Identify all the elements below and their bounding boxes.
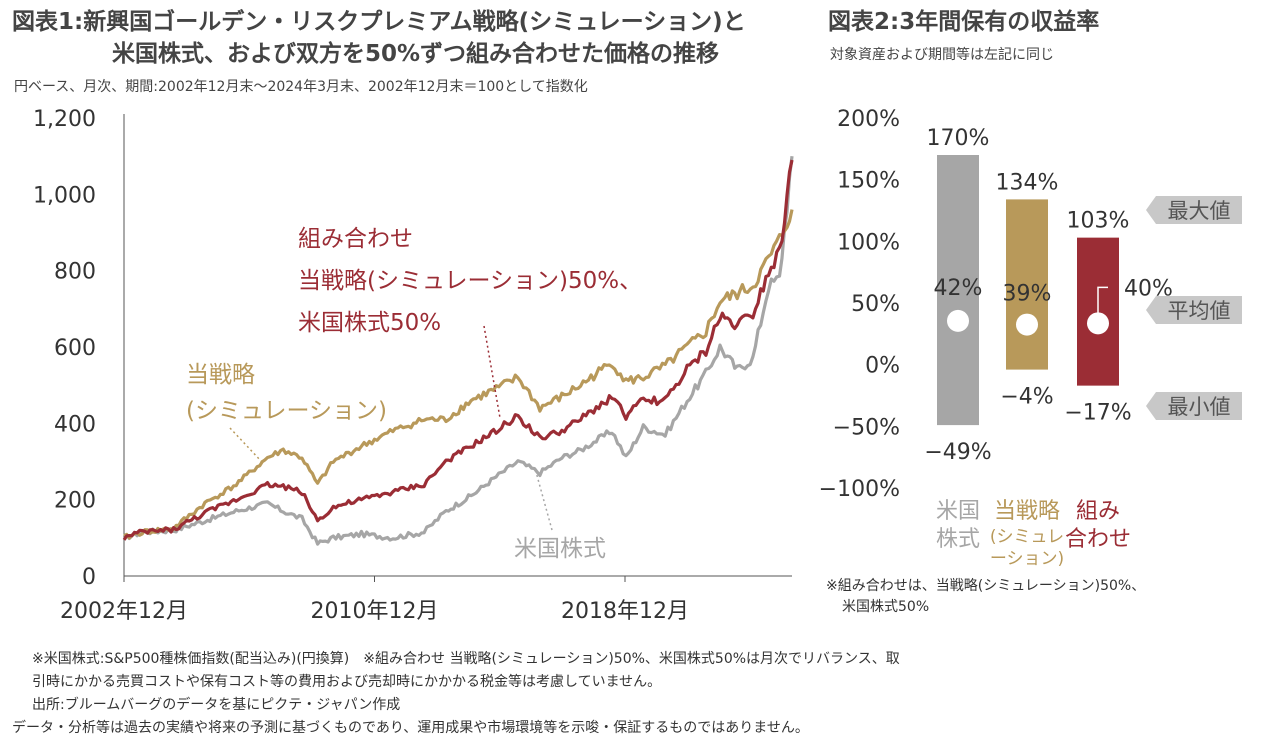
bar-chart: −100% −50% 0% 50% 100% 150% 200% 170% −49% 134% −4… (819, 107, 1242, 569)
category-label: ーション) (990, 549, 1064, 569)
y-tick-label: 600 (54, 336, 96, 361)
y-tick-label: −50% (833, 415, 900, 440)
marker-tag (1146, 296, 1242, 324)
marker-tag-label: 平均値 (1168, 299, 1231, 323)
min-value-label: −4% (1000, 385, 1053, 410)
annotation-combo: 米国株式50% (298, 310, 441, 336)
figure2-footnote-line: 米国株式50% (842, 599, 930, 615)
figure2-footnote: ※組み合わせは、当戦略(シミュレーション)50%、 米国株式50% (826, 576, 1145, 618)
leader-strategy (229, 427, 263, 463)
range-bar (937, 155, 979, 426)
range-bar (1006, 199, 1048, 370)
marker-tag-label: 最小値 (1168, 395, 1231, 419)
annotation-us: 米国株式 (514, 536, 606, 562)
marker-tag-label: 最大値 (1168, 199, 1231, 223)
category-label: 組み (1076, 499, 1120, 524)
annotation-combo: 組み合わせ (298, 226, 413, 252)
avg-leader (1097, 286, 1108, 316)
y-tick-label: −100% (819, 477, 900, 502)
category-label: (シミュレ (990, 527, 1064, 547)
note-line: 引時にかかる売買コストや保有コスト等の費用および売却時にかかかる税金等は考慮して… (32, 674, 662, 690)
max-value-label: 103% (1067, 209, 1130, 234)
notes: ※米国株式:S&P500種株価指数(配当込み)(円換算) ※組み合わせ 当戦略(… (12, 648, 900, 740)
category-label: 当戦略 (994, 499, 1060, 524)
marker-tag (1146, 196, 1242, 224)
leader-us (535, 471, 553, 531)
x-tick-label: 2002年12月 (60, 599, 188, 624)
series-line (123, 209, 794, 540)
annotation-combo: 当戦略(シミュレーション)50%、 (298, 268, 642, 294)
average-marker (947, 309, 969, 332)
figure1-title-line1: 図表1:新興国ゴールデン・リスクプレミアム戦略(シミュレーション)と (12, 9, 746, 35)
line-chart: 0 200 400 600 800 1,000 1,200 2002年12月 2010年12月 2… (33, 107, 794, 624)
average-marker (1016, 313, 1038, 336)
annotation-strategy: (シミュレーション) (186, 398, 387, 424)
figure1-title-line2: 米国株式、および双方を50%ずつ組み合わせた価格の推移 (112, 41, 720, 67)
min-value-label: −49% (924, 440, 991, 465)
avg-value-label: 39% (1003, 282, 1052, 307)
figure2-subtitle: 対象資産および期間等は左記に同じ (830, 47, 1054, 63)
y-tick-label: 200% (837, 107, 900, 132)
category-label: 米国 (936, 499, 980, 524)
category-label: 株式 (936, 527, 980, 552)
y-tick-label: 800 (54, 260, 96, 285)
x-tick-label: 2018年12月 (561, 599, 689, 624)
avg-value-label: 42% (934, 276, 983, 301)
y-tick-label: 200 (54, 489, 96, 514)
figure1-subtitle: 円ベース、月次、期間:2002年12月末～2024年3月末、2002年12月末＝… (14, 79, 588, 95)
annotation-strategy: 当戦略 (186, 362, 255, 388)
y-tick-label: 150% (837, 169, 900, 194)
y-tick-label: 0% (865, 354, 900, 379)
leader-combo (483, 325, 501, 419)
y-tick-label: 1,200 (33, 107, 96, 132)
series-line (122, 159, 794, 541)
max-value-label: 170% (927, 126, 990, 151)
y-tick-label: 1,000 (33, 183, 96, 208)
marker-tag (1146, 392, 1242, 420)
note-line: データ・分析等は過去の実績や将来の予測に基づくものであり、運用成果や市場環境等を… (12, 720, 809, 736)
figure2-footnote-line: ※組み合わせは、当戦略(シミュレーション)50%、 (826, 578, 1146, 594)
note-line: ※米国株式:S&P500種株価指数(配当込み)(円換算) ※組み合わせ 当戦略(… (32, 651, 900, 667)
x-tick-label: 2010年12月 (311, 599, 439, 624)
average-marker (1087, 312, 1109, 335)
y-tick-label: 100% (837, 230, 900, 255)
min-value-label: −17% (1064, 401, 1131, 426)
max-value-label: 134% (996, 170, 1059, 195)
category-label: 合わせ (1065, 527, 1131, 552)
figure2-title: 図表2:3年間保有の収益率 (828, 9, 1100, 35)
y-tick-label: 400 (54, 412, 96, 437)
y-tick-label: 0 (82, 565, 96, 590)
series-line (123, 156, 794, 546)
note-line: 出所:ブルームバーグのデータを基にピクテ・ジャパン作成 (32, 697, 401, 713)
y-tick-label: 50% (851, 292, 900, 317)
